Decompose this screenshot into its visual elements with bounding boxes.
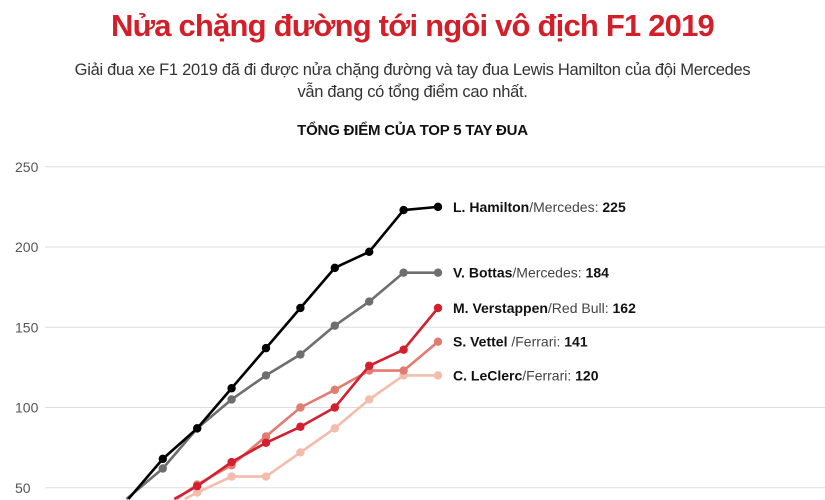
data-point bbox=[296, 303, 305, 313]
data-point bbox=[296, 350, 305, 359]
data-point bbox=[227, 395, 236, 404]
data-point bbox=[433, 371, 443, 380]
series-c-leclerc bbox=[184, 371, 443, 500]
driver-name: V. Bottas bbox=[453, 265, 513, 281]
data-point bbox=[365, 395, 374, 404]
data-point bbox=[433, 202, 443, 212]
team-name: /Ferrari: bbox=[507, 334, 564, 350]
series-label: V. Bottas/Mercedes: 184 bbox=[453, 265, 609, 281]
data-point bbox=[261, 343, 271, 353]
final-points: 141 bbox=[564, 334, 588, 350]
team-name: /Red Bull: bbox=[548, 300, 613, 316]
final-points: 225 bbox=[602, 199, 626, 215]
page-title: Nửa chặng đường tới ngôi vô địch F1 2019 bbox=[110, 8, 715, 43]
data-point bbox=[433, 268, 443, 277]
data-point bbox=[330, 263, 339, 273]
subtitle-line-2: vẫn đang có tổng điểm cao nhất. bbox=[297, 83, 528, 101]
series-s-vettel bbox=[175, 337, 443, 500]
data-point bbox=[227, 384, 236, 393]
subtitle-line-1: Giải đua xe F1 2019 đã đi được nửa chặng… bbox=[74, 61, 751, 79]
data-point bbox=[399, 268, 408, 277]
data-point bbox=[330, 385, 339, 395]
series-l-hamilton bbox=[127, 202, 443, 500]
data-point bbox=[261, 432, 271, 441]
series-v-bottas bbox=[125, 268, 443, 500]
data-point bbox=[433, 337, 443, 346]
y-tick-label: 150 bbox=[15, 319, 39, 335]
data-point bbox=[330, 321, 339, 330]
data-point bbox=[261, 438, 271, 448]
data-point bbox=[158, 454, 167, 464]
driver-name: M. Verstappen bbox=[453, 300, 548, 316]
series-label: M. Verstappen/Red Bull: 162 bbox=[453, 300, 636, 316]
y-tick-label: 200 bbox=[15, 239, 39, 255]
data-point bbox=[296, 422, 305, 431]
data-point bbox=[227, 472, 236, 481]
driver-name: S. Vettel bbox=[453, 334, 507, 350]
data-point bbox=[399, 345, 408, 354]
chart-title: TỔNG ĐIỂM CỦA TOP 5 TAY ĐUA bbox=[297, 122, 528, 139]
data-point bbox=[330, 403, 339, 412]
data-point bbox=[193, 488, 202, 497]
final-points: 162 bbox=[613, 300, 637, 316]
series-line bbox=[175, 340, 439, 500]
data-point bbox=[193, 481, 202, 491]
data-point bbox=[399, 205, 408, 215]
final-points: 184 bbox=[586, 265, 610, 281]
data-point bbox=[158, 464, 167, 473]
data-point bbox=[399, 366, 408, 375]
data-point bbox=[433, 303, 443, 313]
data-point bbox=[193, 424, 202, 433]
data-point bbox=[296, 403, 305, 412]
driver-name: C. LeClerc bbox=[453, 367, 522, 383]
team-name: /Ferrari: bbox=[522, 367, 575, 383]
data-point bbox=[365, 297, 374, 306]
series-label: S. Vettel /Ferrari: 141 bbox=[453, 334, 588, 350]
data-point bbox=[227, 457, 236, 467]
y-tick-label: 100 bbox=[15, 400, 39, 416]
data-point bbox=[330, 424, 339, 433]
subtitle: Giải đua xe F1 2019 đã đi được nửa chặng… bbox=[20, 59, 805, 103]
data-point bbox=[296, 448, 305, 457]
data-point bbox=[261, 371, 271, 380]
data-point bbox=[365, 361, 374, 370]
series-m-verstappen bbox=[173, 303, 443, 500]
driver-name: L. Hamilton bbox=[453, 199, 529, 215]
team-name: /Mercedes: bbox=[529, 199, 602, 215]
y-tick-label: 50 bbox=[15, 480, 31, 496]
team-name: /Mercedes: bbox=[512, 265, 585, 281]
series-label: C. LeClerc/Ferrari: 120 bbox=[453, 367, 599, 383]
y-tick-label: 250 bbox=[15, 159, 39, 175]
data-point bbox=[261, 472, 271, 481]
final-points: 120 bbox=[575, 367, 599, 383]
series-line bbox=[184, 374, 438, 500]
data-point bbox=[365, 247, 374, 257]
series-label: L. Hamilton/Mercedes: 225 bbox=[453, 199, 626, 215]
